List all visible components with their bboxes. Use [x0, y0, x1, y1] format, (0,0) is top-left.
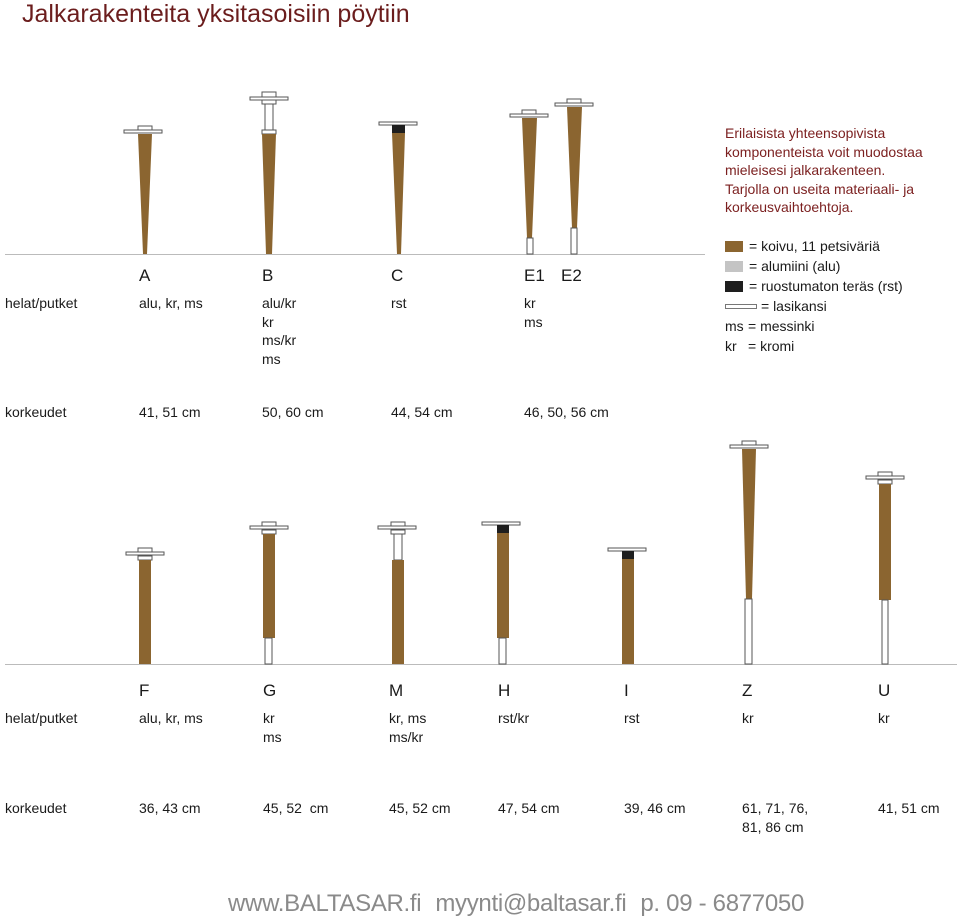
- aluminium-swatch-icon: [725, 261, 743, 272]
- legend-item-kr: kr = kromi: [725, 338, 795, 354]
- heights-z: 61, 71, 76, 81, 86 cm: [742, 800, 809, 835]
- model-label-z: Z: [742, 681, 753, 700]
- fittings-c: rst: [391, 295, 407, 311]
- phone-number: p. 09 - 6877050: [640, 890, 805, 917]
- email-link[interactable]: myynti@baltasar.fi: [435, 890, 627, 917]
- heights-g: 45, 52 cm: [263, 800, 329, 816]
- fittings-m: kr, ms ms/kr: [389, 710, 427, 745]
- intro-line: Tarjolla on useita materiaali- ja: [725, 180, 915, 197]
- model-label-f: F: [139, 681, 150, 700]
- leg-u-drawing: [865, 471, 905, 665]
- footer-contact: www.BALTASAR.fi myynti@baltasar.fi p. 09 -…: [228, 890, 818, 918]
- leg-e1-drawing: [509, 109, 549, 255]
- heights-e: 46, 50, 56 cm: [524, 404, 609, 420]
- website-link[interactable]: www.BALTASAR.fi: [228, 890, 422, 917]
- model-label-m: M: [389, 681, 404, 700]
- heights-h: 47, 54 cm: [498, 800, 560, 816]
- leg-i-drawing: [607, 547, 647, 664]
- leg-a-drawing: [123, 125, 163, 254]
- leg-e2-drawing: [554, 98, 594, 255]
- model-label-e1: E1: [524, 266, 545, 285]
- model-label-g: G: [263, 681, 277, 700]
- intro-text: Erilaisista yhteensopivista komponenteis…: [725, 124, 923, 217]
- page-title: Jalkarakenteita yksitasoisiin pöytiin: [22, 0, 410, 28]
- model-label-u: U: [878, 681, 891, 700]
- fittings-row-label-bottom: helat/putket: [5, 710, 78, 726]
- heights-m: 45, 52 cm: [389, 800, 451, 816]
- leg-g-drawing: [249, 521, 289, 665]
- fittings-f: alu, kr, ms: [139, 710, 203, 726]
- heights-u: 41, 51 cm: [878, 800, 940, 816]
- heights-row-label: korkeudet: [5, 404, 67, 420]
- model-label-a: A: [139, 266, 151, 285]
- fittings-u: kr: [878, 710, 890, 726]
- fittings-row-label: helat/putket: [5, 295, 78, 311]
- fittings-e: kr ms: [524, 295, 543, 330]
- wood-swatch-icon: [725, 241, 743, 252]
- fittings-i: rst: [624, 710, 640, 726]
- legend-item-rst: = ruostumaton teräs (rst): [725, 276, 903, 296]
- legend-item-alu: = alumiini (alu): [725, 256, 840, 276]
- fittings-a: alu, kr, ms: [139, 295, 203, 311]
- model-label-e2: E2: [561, 266, 582, 285]
- heights-a: 41, 51 cm: [139, 404, 201, 420]
- intro-line: Erilaisista yhteensopivista: [725, 125, 886, 141]
- leg-b-drawing: [249, 91, 289, 254]
- heights-row-label-bottom: korkeudet: [5, 800, 67, 816]
- intro-line: mieleisesi jalkarakenteen.: [725, 162, 886, 179]
- legend-item-wood: = koivu, 11 petsiväriä: [725, 236, 880, 256]
- model-label-i: I: [624, 681, 629, 700]
- leg-m-drawing: [377, 521, 417, 664]
- heights-f: 36, 43 cm: [139, 800, 201, 816]
- legend-item-ms: ms = messinki: [725, 318, 815, 334]
- leg-c-drawing: [378, 121, 418, 254]
- heights-b: 50, 60 cm: [262, 404, 324, 420]
- model-label-b: B: [262, 266, 274, 285]
- steel-swatch-icon: [725, 281, 743, 292]
- fittings-z: kr: [742, 710, 754, 726]
- model-label-c: C: [391, 266, 404, 285]
- intro-line: komponenteista voit muodostaa: [725, 143, 923, 160]
- fittings-h: rst/kr: [498, 710, 530, 726]
- heights-i: 39, 46 cm: [624, 800, 686, 816]
- leg-h-drawing: [481, 521, 521, 665]
- fittings-b: alu/kr kr ms/kr ms: [262, 295, 297, 367]
- leg-f-drawing: [125, 547, 165, 664]
- intro-line: korkeusvaihtoehtoja.: [725, 199, 854, 216]
- legend-item-glass: = lasikansi: [725, 296, 827, 316]
- fittings-g: kr ms: [263, 710, 282, 745]
- model-label-h: H: [498, 681, 511, 700]
- heights-c: 44, 54 cm: [391, 404, 453, 420]
- leg-z-drawing: [729, 440, 769, 665]
- glass-top-icon: [725, 304, 757, 309]
